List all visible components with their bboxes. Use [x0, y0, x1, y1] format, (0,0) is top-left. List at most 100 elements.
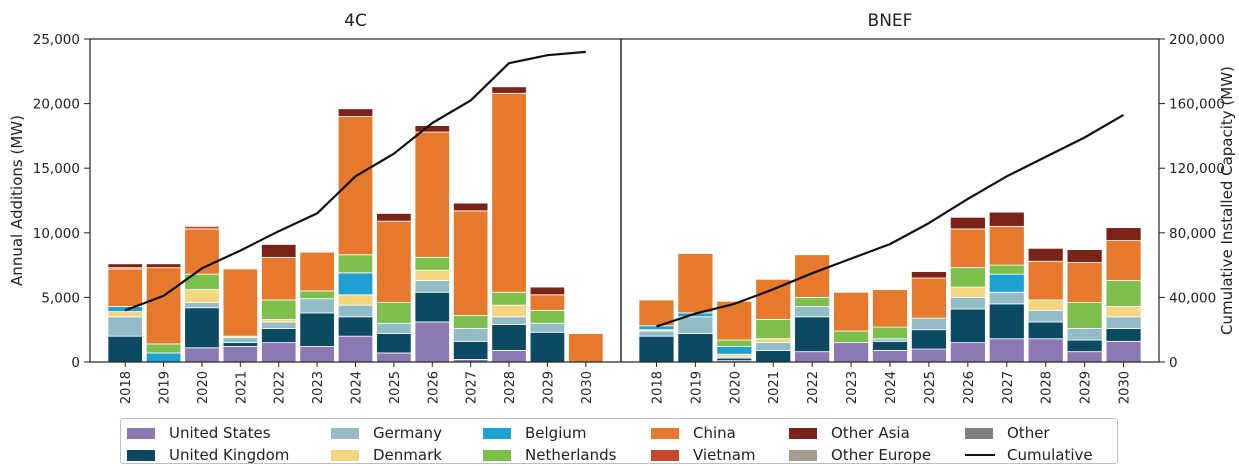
bar-segment-denmark: [949, 286, 986, 298]
bar-segment-netherlands: [491, 291, 527, 306]
bar-segment-other-asia: [949, 216, 986, 230]
y-tick-label-left: 15,000: [33, 161, 80, 177]
bar-segment-united-kingdom: [261, 328, 297, 344]
bar-segment-united-kingdom: [638, 335, 675, 363]
bar-segment-other-asia: [107, 263, 143, 269]
legend-color-swatch: [651, 449, 679, 461]
bar-segment-germany: [184, 302, 220, 309]
x-tick-label: 2027: [1001, 371, 1016, 404]
bar-segment-other-asia: [988, 211, 1025, 227]
x-tick-label: 2020: [196, 371, 211, 404]
bar-segment-united-kingdom: [677, 333, 714, 363]
x-tick-label: 2018: [119, 371, 134, 404]
y-axis-label-right: Cumulative Installed Capacity (MW): [1218, 66, 1236, 335]
bar-segment-china: [299, 251, 335, 292]
bar-segment-germany: [529, 322, 566, 333]
bar-segment-netherlands: [376, 302, 412, 324]
bar-segment-united-kingdom: [452, 340, 489, 360]
bar-segment-united-kingdom: [988, 303, 1025, 340]
bar-segment-united-kingdom: [529, 331, 566, 363]
legend-label: Netherlands: [525, 446, 617, 464]
bar-segment-other-asia: [337, 108, 374, 117]
legend-label: Vietnam: [693, 446, 756, 464]
bar-segment-netherlands: [145, 343, 182, 354]
bar-segment-belgium: [107, 306, 143, 313]
bar-segment-united-kingdom: [337, 316, 374, 337]
legend-label: United Kingdom: [169, 446, 290, 464]
x-tick-label: 2022: [273, 371, 288, 404]
bar-segment-netherlands: [1066, 302, 1103, 329]
bar-segment-united-kingdom: [1027, 321, 1064, 340]
bar-segment-china: [452, 210, 489, 316]
bar-segment-netherlands: [755, 318, 792, 340]
legend-color-swatch: [127, 427, 155, 439]
bar-segment-germany: [337, 304, 374, 318]
bar-segment-germany: [1027, 309, 1064, 323]
bar-segment-china: [1027, 260, 1064, 301]
legend-color-swatch: [965, 427, 993, 439]
bar-segment-united-states: [376, 352, 412, 363]
x-tick-label: 2029: [541, 371, 556, 404]
legend-color-swatch: [651, 427, 679, 439]
bar-segment-china: [988, 225, 1025, 266]
bar-segment-china: [337, 116, 374, 256]
bar-segment-other-asia: [452, 202, 489, 212]
bar-segment-china: [222, 268, 259, 337]
bar-segment-germany: [949, 296, 986, 310]
bar-segment-china: [1066, 262, 1103, 303]
legend-label: China: [693, 424, 736, 442]
bar-segment-other-asia: [414, 125, 450, 133]
bar-segment-netherlands: [529, 309, 566, 324]
legend-color-swatch: [483, 449, 511, 461]
bar-segment-united-states: [337, 335, 374, 363]
y-tick-label-left: 20,000: [33, 97, 80, 113]
bar-segment-denmark: [107, 311, 143, 318]
panel-title: 4C: [344, 11, 367, 31]
bar-segment-germany: [794, 306, 831, 318]
bar-segment-united-states: [1066, 351, 1103, 363]
bar-segment-united-states: [1027, 338, 1064, 363]
legend-label: Denmark: [373, 446, 442, 464]
bar-segment-netherlands: [261, 299, 297, 320]
cumulative-line: [124, 50, 586, 312]
legend-item-netherlands: Netherlands: [483, 446, 616, 464]
bar-segment-china: [376, 220, 412, 303]
x-tick-label: 2030: [1118, 371, 1133, 404]
legend-color-swatch: [331, 427, 359, 439]
bar-segment-united-states: [222, 346, 259, 363]
bar-segment-netherlands: [833, 330, 869, 344]
bar-segment-other-asia: [1105, 227, 1142, 241]
legend-label: Belgium: [525, 424, 587, 442]
x-tick-label: 2022: [806, 371, 821, 404]
y-tick-label-left: 5,000: [41, 290, 80, 306]
bar-segment-china: [107, 268, 143, 307]
x-tick-label: 2020: [728, 371, 743, 404]
bar-segment-china: [529, 294, 566, 311]
bar-segment-united-kingdom: [222, 342, 259, 347]
legend-item-belgium: Belgium: [483, 424, 587, 442]
legend-item-cumulative: Cumulative: [965, 446, 1093, 464]
x-tick-label: 2018: [650, 371, 665, 404]
bar-segment-denmark: [491, 304, 527, 318]
legend-item-vietnam: Vietnam: [651, 446, 756, 464]
legend-label: Other: [1007, 424, 1050, 442]
bar-segment-united-kingdom: [755, 349, 792, 363]
bar-segment-china: [794, 254, 831, 298]
bar-segment-other-asia: [1066, 249, 1103, 263]
bar-segment-germany: [1105, 316, 1142, 329]
y-axis-label-left: Annual Additions (MW): [8, 115, 26, 286]
legend-item-other: Other: [965, 424, 1050, 442]
bar-segment-germany: [677, 316, 714, 334]
bar-segment-united-kingdom: [299, 312, 335, 347]
bar-segment-netherlands: [988, 264, 1025, 275]
bar-segment-germany: [911, 317, 947, 331]
legend-item-denmark: Denmark: [331, 446, 442, 464]
x-tick-label: 2026: [426, 371, 441, 404]
plot-frame: [89, 38, 1160, 363]
bar-segment-united-kingdom: [872, 340, 908, 351]
legend-label: Cumulative: [1007, 446, 1093, 464]
bar-segment-china: [833, 291, 869, 332]
bar-segment-china: [1105, 240, 1142, 282]
bar-segment-other-asia: [491, 86, 527, 94]
